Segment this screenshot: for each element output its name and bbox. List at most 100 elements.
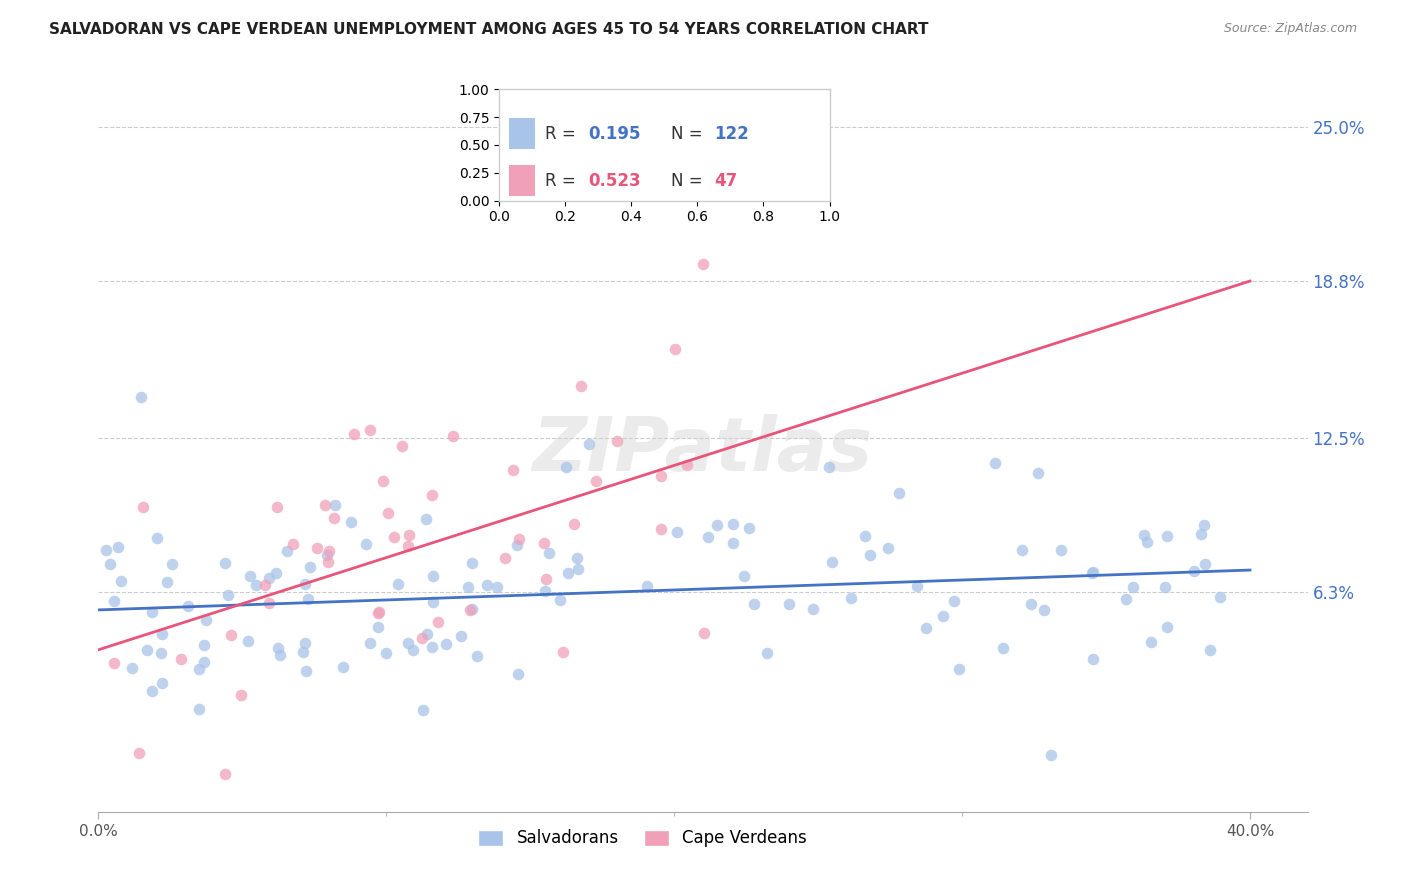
Point [508, 666, 530, 681]
Point [377, 506, 399, 520]
Point [562, 516, 585, 531]
Point [1083, 652, 1105, 666]
Point [219, 628, 242, 642]
Point [229, 688, 252, 702]
Point [506, 538, 529, 552]
Point [905, 578, 928, 592]
Point [420, 488, 443, 502]
Point [110, 574, 132, 588]
Point [276, 543, 298, 558]
Point [578, 437, 600, 451]
Point [1080, 566, 1102, 580]
Point [415, 512, 437, 526]
Point [121, 661, 143, 675]
Point [650, 469, 672, 483]
Point [537, 546, 560, 560]
Point [585, 474, 607, 488]
Point [1140, 634, 1163, 648]
Point [396, 539, 419, 553]
Point [721, 535, 744, 549]
Text: N =: N = [671, 171, 707, 190]
Point [269, 648, 291, 662]
Point [132, 500, 155, 514]
Point [697, 529, 720, 543]
Point [371, 474, 394, 488]
Point [367, 620, 389, 634]
Point [264, 566, 287, 580]
Point [217, 588, 239, 602]
Point [666, 525, 689, 540]
Point [1122, 580, 1144, 594]
Point [103, 656, 125, 670]
Point [458, 602, 481, 616]
Point [606, 434, 628, 449]
Text: Source: ZipAtlas.com: Source: ZipAtlas.com [1223, 22, 1357, 36]
Point [932, 609, 955, 624]
Point [755, 646, 778, 660]
Point [818, 460, 841, 475]
Point [98, 558, 121, 572]
Point [887, 485, 910, 500]
Point [128, 746, 150, 760]
Point [914, 621, 936, 635]
Point [1154, 580, 1177, 594]
Point [457, 580, 479, 594]
Point [156, 575, 179, 590]
Point [422, 594, 444, 608]
Point [396, 635, 419, 649]
Point [548, 593, 571, 607]
Point [664, 342, 686, 356]
Point [107, 540, 129, 554]
Text: 47: 47 [714, 171, 737, 190]
Point [494, 550, 516, 565]
Point [318, 544, 340, 558]
Point [259, 571, 281, 585]
Point [706, 518, 728, 533]
Point [294, 577, 316, 591]
Point [150, 646, 173, 660]
Text: N =: N = [671, 125, 707, 143]
Point [94, 543, 117, 558]
Point [733, 568, 755, 582]
Point [259, 596, 281, 610]
Point [1189, 527, 1212, 541]
Point [332, 659, 354, 673]
Point [778, 598, 800, 612]
Point [323, 511, 346, 525]
Point [305, 541, 328, 555]
Point [135, 642, 157, 657]
Point [177, 599, 200, 613]
Text: 0.523: 0.523 [588, 171, 641, 190]
Point [1115, 591, 1137, 606]
Point [461, 556, 484, 570]
Point [1021, 597, 1043, 611]
Point [1192, 517, 1215, 532]
Point [1049, 543, 1071, 558]
Point [416, 627, 439, 641]
Point [948, 661, 970, 675]
Point [359, 423, 381, 437]
Point [316, 548, 339, 562]
Point [465, 648, 488, 663]
Point [391, 439, 413, 453]
Point [636, 579, 658, 593]
Point [160, 558, 183, 572]
Text: 122: 122 [714, 125, 748, 143]
Point [401, 643, 423, 657]
Point [359, 636, 381, 650]
Point [1194, 558, 1216, 572]
Point [292, 644, 315, 658]
Point [841, 591, 863, 606]
Point [316, 555, 339, 569]
Point [236, 634, 259, 648]
Text: R =: R = [546, 171, 582, 190]
Point [1133, 527, 1156, 541]
Point [294, 636, 316, 650]
Point [1032, 603, 1054, 617]
Point [1208, 590, 1230, 604]
Point [253, 578, 276, 592]
Text: R =: R = [546, 125, 582, 143]
Point [534, 583, 557, 598]
Point [214, 767, 236, 781]
Point [991, 640, 1014, 655]
